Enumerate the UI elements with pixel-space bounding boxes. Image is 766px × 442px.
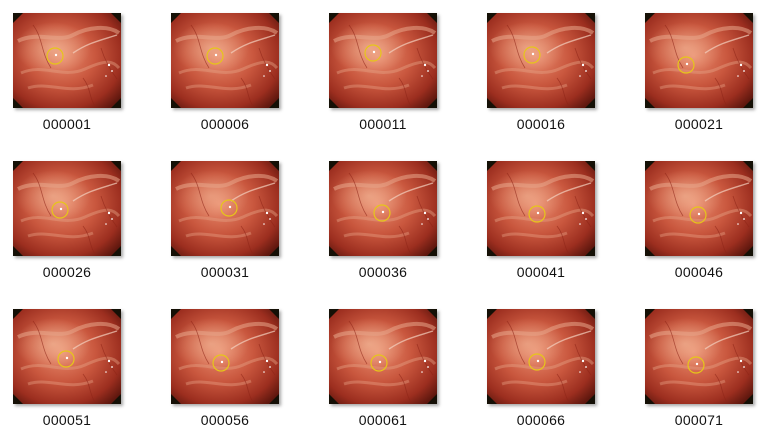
file-item[interactable]: 000061	[304, 296, 454, 436]
file-item[interactable]: 000046	[620, 148, 766, 288]
endoscopy-image-thumbnail-icon	[171, 309, 279, 404]
file-item[interactable]: 000001	[0, 0, 138, 140]
file-name-label: 000051	[42, 412, 92, 428]
file-item[interactable]: 000026	[0, 148, 138, 288]
endoscopy-image-thumbnail-icon	[645, 161, 753, 256]
endoscopy-image-thumbnail-icon	[13, 13, 121, 108]
file-name-label: 000031	[200, 264, 250, 280]
file-name-label: 000021	[674, 116, 724, 132]
endoscopy-image-thumbnail-icon	[329, 161, 437, 256]
endoscopy-image-thumbnail-icon	[645, 13, 753, 108]
file-item[interactable]: 000066	[462, 296, 612, 436]
file-item[interactable]: 000071	[620, 296, 766, 436]
file-item[interactable]: 000056	[146, 296, 296, 436]
file-name-label: 000056	[200, 412, 250, 428]
file-item[interactable]: 000016	[462, 0, 612, 140]
endoscopy-image-thumbnail-icon	[487, 13, 595, 108]
file-item[interactable]: 000021	[620, 0, 766, 140]
file-item[interactable]: 000051	[0, 296, 138, 436]
endoscopy-image-thumbnail-icon	[171, 13, 279, 108]
file-item[interactable]: 000011	[304, 0, 454, 140]
endoscopy-image-thumbnail-icon	[487, 309, 595, 404]
file-name-label: 000016	[516, 116, 566, 132]
endoscopy-image-thumbnail-icon	[329, 309, 437, 404]
file-name-label: 000061	[358, 412, 408, 428]
endoscopy-image-thumbnail-icon	[13, 161, 121, 256]
file-name-label: 000071	[674, 412, 724, 428]
endoscopy-image-thumbnail-icon	[13, 309, 121, 404]
file-item[interactable]: 000031	[146, 148, 296, 288]
file-item[interactable]: 000041	[462, 148, 612, 288]
endoscopy-image-thumbnail-icon	[171, 161, 279, 256]
file-name-label: 000066	[516, 412, 566, 428]
file-name-label: 000026	[42, 264, 92, 280]
endoscopy-image-thumbnail-icon	[487, 161, 595, 256]
endoscopy-image-thumbnail-icon	[645, 309, 753, 404]
file-name-label: 000036	[358, 264, 408, 280]
file-name-label: 000006	[200, 116, 250, 132]
file-item[interactable]: 000006	[146, 0, 296, 140]
file-item[interactable]: 000036	[304, 148, 454, 288]
file-name-label: 000001	[42, 116, 92, 132]
file-name-label: 000011	[359, 116, 407, 132]
file-name-label: 000046	[674, 264, 724, 280]
file-name-label: 000041	[516, 264, 566, 280]
endoscopy-image-thumbnail-icon	[329, 13, 437, 108]
